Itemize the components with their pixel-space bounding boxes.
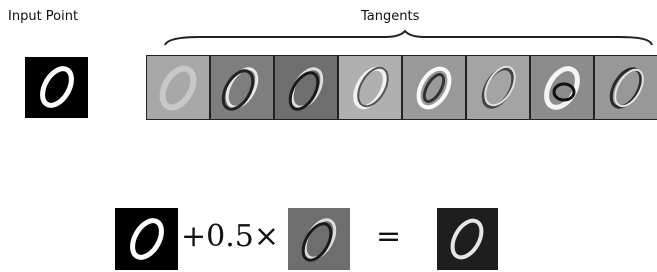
figure: Input Point Tangents +0.5× = (() => <box>0 0 657 272</box>
figure-graphics <box>0 0 657 272</box>
tangent-strip <box>146 55 657 120</box>
equation-scale: +0.5× <box>181 219 279 254</box>
equation-result-image <box>437 208 498 270</box>
equation-input-image <box>115 208 178 270</box>
input-image <box>25 57 88 118</box>
brace <box>165 31 652 45</box>
equation-equals: = <box>376 219 401 254</box>
equation-tangent-image <box>288 208 350 270</box>
